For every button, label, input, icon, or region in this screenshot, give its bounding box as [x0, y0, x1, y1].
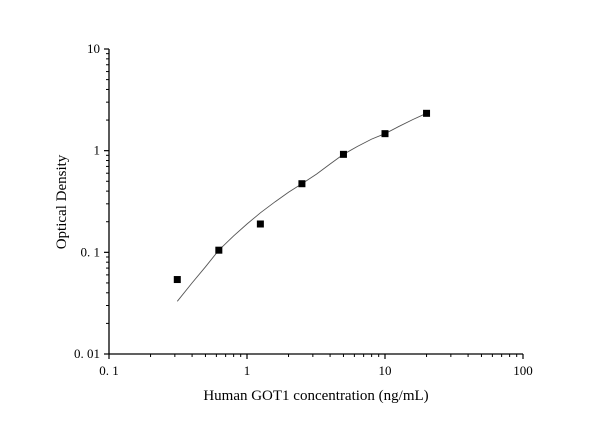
x-tick-label: 1	[244, 363, 251, 378]
y-axis-label: Optical Density	[54, 154, 70, 249]
data-point	[215, 246, 223, 254]
data-point	[423, 109, 431, 117]
data-point	[256, 220, 264, 228]
y-tick-label: 1	[94, 143, 101, 158]
data-point	[381, 130, 389, 138]
x-tick-label: 100	[513, 363, 533, 378]
axes: 0. 1 1 10 100 0. 01 0. 1 1 10	[74, 41, 533, 378]
x-tick-label: 10	[379, 363, 392, 378]
data-point	[173, 276, 181, 284]
y-tick-label: 10	[87, 41, 100, 56]
y-tick-label: 0. 1	[81, 244, 101, 259]
fit-curve-group	[176, 112, 427, 302]
fit-curve	[176, 112, 427, 302]
x-tick-label: 0. 1	[99, 363, 119, 378]
data-point	[339, 150, 347, 158]
data-point	[298, 180, 306, 188]
y-tick-label: 0. 01	[74, 346, 100, 361]
data-points	[173, 109, 431, 284]
x-axis-label: Human GOT1 concentration (ng/mL)	[203, 388, 428, 404]
